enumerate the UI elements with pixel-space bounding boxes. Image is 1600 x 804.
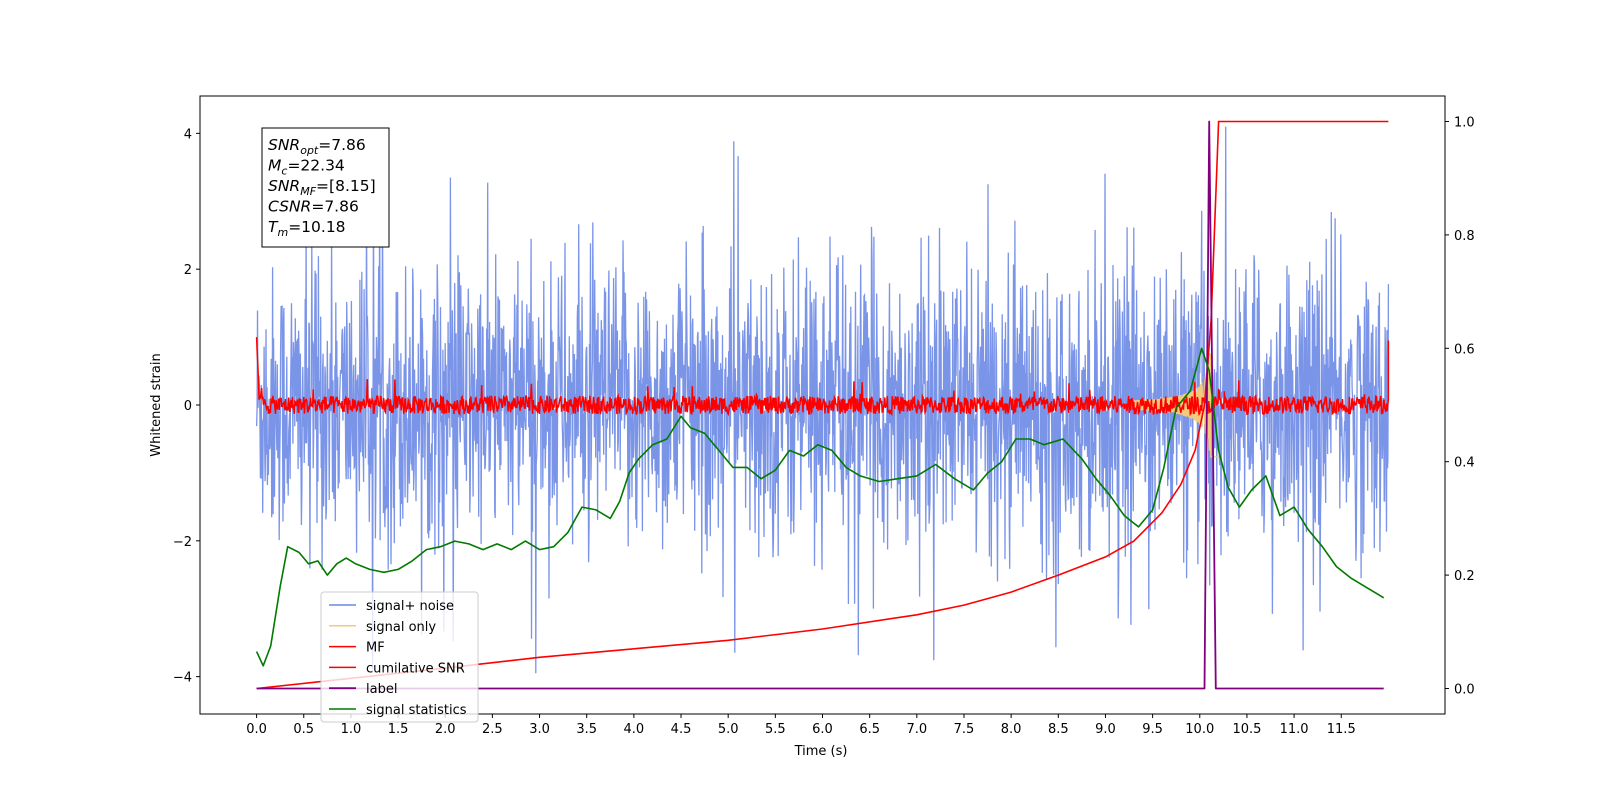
annotation-subscript: opt [300, 144, 319, 157]
annotation-line: SNRopt=7.86 [268, 136, 366, 157]
x-tick-label: 6.0 [812, 722, 833, 737]
x-tick-label: 7.5 [954, 722, 975, 737]
legend-frame [320, 591, 479, 723]
x-tick-label: 1.5 [388, 722, 409, 737]
annotation-value: =[8.15] [316, 177, 376, 195]
series-layer [255, 120, 1390, 690]
x-tick-label: 6.5 [859, 722, 880, 737]
annotation-value: =7.86 [318, 136, 366, 154]
x-tick-label: 9.0 [1095, 722, 1116, 737]
y-axis-right: 0.0 0.2 0.4 0.6 0.8 1.0 [1445, 116, 1475, 697]
x-tick-label: 5.0 [718, 722, 739, 737]
legend-entry: signal+ noise [366, 599, 454, 614]
x-tick-label: 4.0 [624, 722, 645, 737]
y-axis-left: −4 −2 0 2 4 [173, 127, 200, 686]
series-mf [255, 337, 1390, 417]
annotation-line: Tm=10.18 [268, 218, 346, 239]
x-tick-label: 4.5 [671, 722, 692, 737]
x-tick-label: 9.5 [1142, 722, 1163, 737]
x-tick-label: 0.0 [246, 722, 267, 737]
y2-tick-label: 0.4 [1454, 456, 1475, 471]
series-cumulative-snr [256, 120, 1389, 690]
y-tick-label: −4 [173, 671, 192, 686]
annotation-symbol: SNR [268, 177, 300, 195]
x-tick-label: 10.5 [1232, 722, 1261, 737]
y-tick-label: 4 [184, 127, 192, 142]
x-tick-label: 8.5 [1048, 722, 1069, 737]
annotation-value: =10.18 [288, 218, 345, 236]
series-signal-statistics [255, 347, 1385, 667]
x-tick-label: 7.0 [906, 722, 927, 737]
y2-tick-label: 0.6 [1454, 342, 1475, 357]
x-tick-label: 8.0 [1001, 722, 1022, 737]
legend-entry: label [366, 682, 397, 697]
x-axis: 0.0 0.5 1.0 1.5 2.0 2.5 3.0 3.5 4.0 4.5 5.0 5.5 6.0 6… [246, 714, 1356, 737]
annotation-symbol: SNR [268, 136, 300, 154]
x-tick-label: 1.0 [341, 722, 362, 737]
annotation-subscript: MF [300, 185, 316, 198]
legend-entry: cumilative SNR [366, 661, 465, 676]
annotation-symbol: CSNR [268, 198, 311, 216]
x-tick-label: 2.5 [482, 722, 503, 737]
annotation-line: Mc=22.34 [268, 157, 345, 178]
y2-tick-label: 1.0 [1454, 116, 1475, 131]
x-tick-label: 3.5 [576, 722, 597, 737]
annotation-line: SNRMF=[8.15] [268, 177, 376, 198]
annotation-line: CSNR=7.86 [268, 198, 359, 216]
x-tick-label: 10.0 [1185, 722, 1214, 737]
y-tick-label: 2 [184, 263, 192, 278]
series-signal-noise [255, 126, 1390, 674]
annotation-symbol: T [268, 218, 279, 236]
x-tick-label: 3.0 [529, 722, 550, 737]
x-tick-label: 11.5 [1327, 722, 1356, 737]
y2-tick-label: 0.8 [1454, 229, 1475, 244]
y2-tick-label: 0.2 [1454, 569, 1475, 584]
annotation-frame [261, 127, 390, 248]
annotation-subscript: m [277, 226, 288, 239]
legend-entry: signal statistics [366, 703, 467, 718]
annotation-symbol: M [268, 157, 281, 175]
x-tick-label: 5.5 [765, 722, 786, 737]
y-axis-label: Whitened strain [149, 353, 164, 456]
x-axis-label: Time (s) [794, 744, 848, 759]
x-tick-label: 0.5 [293, 722, 314, 737]
annotation-subscript: c [281, 165, 287, 178]
annotation-box: SNRopt=7.86Mc=22.34SNRMF=[8.15]CSNR=7.86… [261, 127, 390, 248]
series-label [256, 120, 1384, 690]
legend-entry: MF [366, 641, 385, 656]
x-tick-label: 2.0 [435, 722, 456, 737]
legend-entry: signal only [366, 620, 436, 635]
legend: signal+ noise signal only MF cumilative SNR… [320, 591, 479, 723]
annotation-value: =7.86 [311, 198, 359, 216]
y-tick-label: 0 [184, 399, 192, 414]
annotation-value: =22.34 [287, 157, 344, 175]
y2-tick-label: 0.0 [1454, 682, 1475, 697]
y-tick-label: −2 [173, 535, 192, 550]
x-tick-label: 11.0 [1280, 722, 1309, 737]
